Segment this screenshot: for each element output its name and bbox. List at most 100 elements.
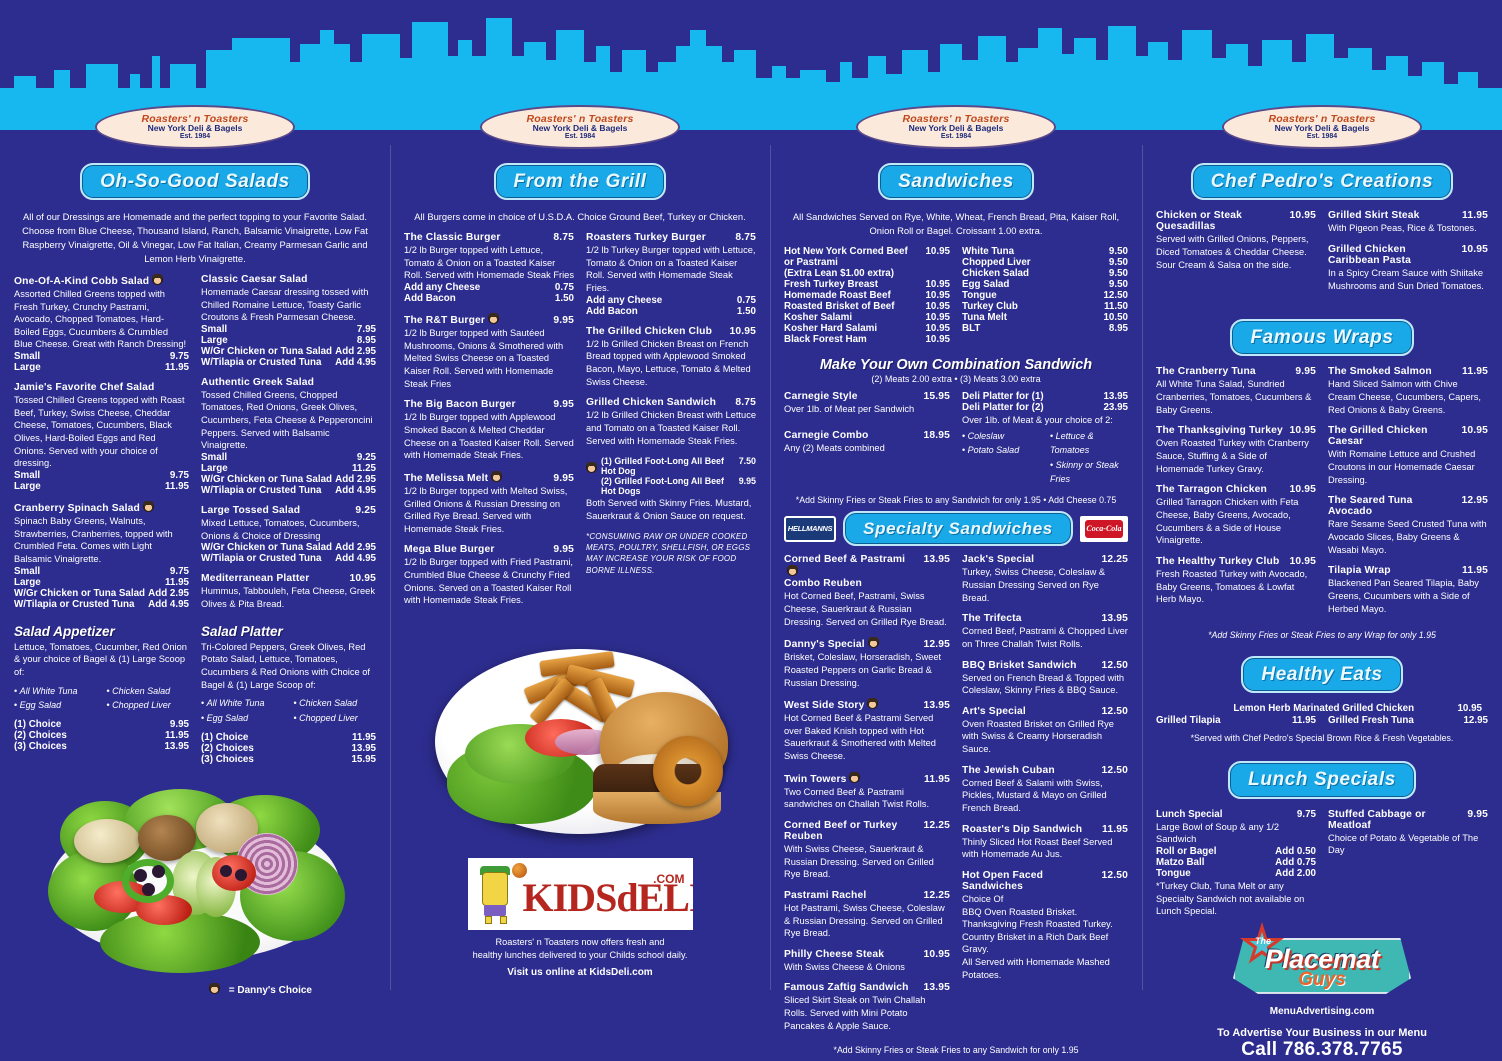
placemat-phone[interactable]: Call 786.378.7765 (1241, 1038, 1403, 1060)
item-name: Grilled Skirt Steak (1328, 210, 1420, 222)
price-value: 1.50 (554, 293, 574, 305)
lunch-left-list[interactable]: Lunch Special 9.75 Large Bowl of Soup & a… (1156, 809, 1316, 918)
item-price: 8.75 (735, 232, 756, 244)
price-label: (2) Grilled Foot-Long All Beef Hot Dogs (601, 476, 724, 497)
menu-item[interactable]: The Melissa Melt 9.95 1/2 lb Burger toppe… (404, 470, 574, 536)
combo-title: Make Your Own Combination Sandwich (819, 357, 1093, 374)
price-label: Turkey Club (962, 301, 1018, 313)
menu-item[interactable]: The Cranberry Tuna 9.95 All White Tuna Sa… (1156, 366, 1316, 416)
item-name-line2: Combo Reuben (784, 578, 862, 590)
item-name: The R&T Burger (404, 315, 486, 327)
kidsdeli-visit-link[interactable]: Visit us online at KidsDeli.com (507, 966, 653, 978)
item-description: Large Bowl of Soup & any 1/2 Sandwich (1156, 821, 1280, 845)
item-name: Pastrami Rachel (784, 889, 867, 901)
item-name: Twin Towers (784, 773, 847, 785)
menu-item[interactable]: Hot Open Faced Sandwiches 12.50 Choice Of… (962, 870, 1128, 981)
kidsdeli-wordmark: KIDSdELI (522, 874, 693, 920)
placemat-guys-logo[interactable]: The Placemat Guys (1217, 921, 1427, 1004)
item-name: The Tarragon Chicken (1156, 484, 1267, 496)
price-value: Add 4.95 (148, 598, 189, 610)
item-description: With Pigeon Peas, Rice & Tostones. (1328, 223, 1477, 234)
price-label: Black Forest Ham (784, 334, 867, 346)
item-price: 11.95 (1462, 210, 1488, 222)
menu-item[interactable]: Jack's Special 12.25 Turkey, Swiss Cheese… (962, 554, 1128, 604)
menu-item[interactable]: The Seared Tuna Avocado 12.95 Rare Sesame… (1328, 495, 1488, 556)
lunch-right-list[interactable]: Stuffed Cabbage or Meatloaf 9.95 Choice o… (1328, 809, 1488, 918)
salad-platter-block[interactable]: Salad Platter Tri-Colored Peppers, Greek… (201, 624, 376, 765)
brand-tagline: New York Deli & Bagels (147, 123, 243, 134)
bullet-item: Chopped Liver (107, 698, 190, 712)
item-description: Mixed Lettuce, Tomatoes, Cucumbers, Onio… (201, 518, 360, 541)
item-description: With Swiss Cheese & Onions (784, 961, 905, 972)
price-label: W/Gr Chicken or Tuna Salad (14, 587, 146, 599)
menu-item[interactable]: The Jewish Cuban 12.50 Corned Beef & Sala… (962, 765, 1128, 815)
kidsdeli-logo[interactable]: .COM KIDSdELI (467, 857, 693, 930)
hotdog-block[interactable]: (1) Grilled Foot-Long All Beef Hot Dog 7.… (586, 456, 756, 496)
menu-item[interactable]: Large Tossed Salad 9.25 Mixed Lettuce, To… (201, 505, 376, 564)
item-description: All White Tuna Salad, Sundried Cranberri… (1156, 379, 1312, 415)
menu-item[interactable]: The R&T Burger 9.95 1/2 lb Burger topped … (404, 313, 574, 390)
block-title: Salad Platter (201, 623, 283, 639)
menu-item[interactable]: Roaster's Dip Sandwich 11.95 Thinly Slice… (962, 824, 1128, 861)
item-name: Art's Special (962, 705, 1026, 717)
menu-item[interactable]: Mediterranean Platter 10.95 Hummus, Tabbo… (201, 573, 376, 610)
menu-item[interactable]: Tilapia Wrap 11.95 Blackened Pan Seared T… (1328, 565, 1488, 615)
menu-item[interactable]: Corned Beef or Turkey Reuben 12.25 With S… (784, 820, 950, 881)
menu-item[interactable]: The Tarragon Chicken 10.95 Grilled Tarrag… (1156, 484, 1316, 547)
item-price: 10.95 (923, 948, 950, 960)
menu-item[interactable]: Philly Cheese Steak 10.95 With Swiss Chee… (784, 949, 950, 974)
placemat-website[interactable]: MenuAdvertising.com (1269, 1005, 1375, 1017)
menu-item[interactable]: The Grilled Chicken Caesar 10.95 With Rom… (1328, 425, 1488, 486)
sandwich-price-list-right: White Tuna 9.50 Chopped Liver 9.50 Chicken… (962, 246, 1128, 345)
menu-item[interactable]: Jamie's Favorite Chef Salad Tossed Chill… (14, 382, 189, 492)
menu-item[interactable]: Twin Towers 11.95 Two Corned Beef & Pastr… (784, 771, 950, 811)
brand-est: Est. 1984 (564, 133, 596, 141)
item-price: 12.25 (1101, 554, 1128, 566)
brand-logo-grill: Roasters' n Toasters New York Deli & Bag… (480, 105, 680, 149)
grill-intro: All Burgers come in choice of U.S.D.A. C… (414, 211, 746, 223)
menu-item[interactable]: The Healthy Turkey Club 10.95 Fresh Roast… (1156, 556, 1316, 606)
menu-item[interactable]: Grilled Chicken Sandwich 8.75 1/2 lb Gril… (586, 397, 756, 447)
menu-item[interactable]: The Thanksgiving Turkey 10.95 Oven Roaste… (1156, 425, 1316, 475)
price-label: Lunch Special (1156, 808, 1223, 820)
menu-item[interactable]: The Big Bacon Burger 9.95 1/2 lb Burger t… (404, 399, 574, 462)
menu-item[interactable]: Pastrami Rachel 12.25 Hot Pastrami, Swiss… (784, 890, 950, 940)
menu-item[interactable]: One-Of-A-Kind Cobb Salad Assorted Chille… (14, 273, 189, 373)
menu-item[interactable]: Carnegie Style 15.95 Over 1lb. of Meat pe… (784, 391, 950, 416)
menu-item[interactable]: The Smoked Salmon 11.95 Hand Sliced Salmo… (1328, 366, 1488, 416)
section-header-sandwiches: Sandwiches (878, 163, 1034, 201)
menu-item[interactable]: BBQ Brisket Sandwich 12.50 Served on Fren… (962, 660, 1128, 697)
salad-appetizer-block[interactable]: Salad Appetizer Lettuce, Tomatoes, Cucum… (14, 624, 189, 765)
menu-item[interactable]: Danny's Special 12.95 Brisket, Coleslaw, … (784, 637, 950, 689)
section-header-healthy: Healthy Eats (1241, 656, 1403, 694)
price-value: 7.50 (738, 456, 756, 467)
bullet-list-left: All White Tuna Egg Salad (201, 696, 284, 725)
menu-item[interactable]: Grilled Chicken Caribbean Pasta 10.95 In … (1328, 244, 1488, 292)
brand-name: Roasters' n Toasters (141, 112, 249, 125)
price-value: 10.95 (925, 279, 950, 291)
menu-item[interactable]: The Grilled Chicken Club 10.95 1/2 lb Gri… (586, 326, 756, 389)
item-description: Hot Pastrami, Swiss Cheese, Coleslaw & R… (784, 902, 945, 939)
price-label: Fresh Turkey Breast (784, 279, 879, 291)
menu-item[interactable]: Art's Special 12.50 Oven Roasted Brisket … (962, 706, 1128, 756)
menu-item[interactable]: Corned Beef & Pastrami 13.95 Combo Reuben… (784, 554, 950, 628)
menu-item[interactable]: Chicken or Steak Quesadillas 10.95 Served… (1156, 210, 1316, 271)
item-name: BBQ Brisket Sandwich (962, 659, 1077, 671)
menu-item[interactable]: West Side Story 13.95 Hot Corned Beef & P… (784, 698, 950, 763)
menu-item[interactable]: Mega Blue Burger 9.95 1/2 lb Burger toppe… (404, 544, 574, 607)
menu-item[interactable]: Famous Zaftig Sandwich 13.95 Sliced Skirt… (784, 982, 950, 1032)
menu-item[interactable]: Grilled Skirt Steak 11.95 With Pigeon Pea… (1328, 210, 1488, 235)
menu-item[interactable]: Roasters Turkey Burger 8.75 1/2 lb Turkey… (586, 232, 756, 317)
price-label: Chicken Salad (962, 268, 1029, 280)
menu-item[interactable]: Cranberry Spinach Salad Spinach Baby Gre… (14, 500, 189, 610)
brand-est: Est. 1984 (940, 133, 972, 141)
menu-item[interactable]: The Trifecta 13.95 Corned Beef, Pastrami … (962, 613, 1128, 650)
menu-item[interactable]: Authentic Greek Salad Tossed Chilled Gre… (201, 377, 376, 496)
price-label: (1) Choice (14, 719, 62, 731)
item-price: 13.95 (1101, 613, 1128, 625)
item-price: 13.95 (923, 554, 950, 566)
item-price: 12.25 (923, 889, 950, 901)
menu-item[interactable]: The Classic Burger 8.75 1/2 lb Burger top… (404, 232, 574, 304)
menu-item[interactable]: Carnegie Combo 18.95 Any (2) Meats combin… (784, 430, 950, 455)
menu-item[interactable]: Classic Caesar Salad Homemade Caesar dre… (201, 274, 376, 368)
